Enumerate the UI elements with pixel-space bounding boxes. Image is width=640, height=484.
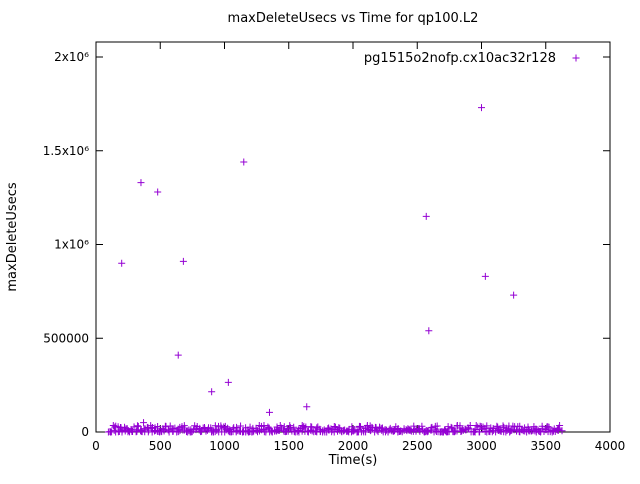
x-tick-label: 2500 [402,439,433,453]
data-point [154,188,162,196]
data-point [493,422,501,430]
data-point [233,423,241,431]
data-point [427,424,435,432]
data-point [478,104,485,112]
data-point [307,423,315,431]
y-tick-label: 2x10⁶ [54,50,89,64]
data-point [188,428,196,436]
data-point [165,426,173,434]
data-point [425,327,433,335]
data-point [418,422,426,430]
chart-title: maxDeleteUsecs vs Time for qp100.L2 [228,11,479,26]
data-point [428,423,436,431]
data-point [295,428,303,436]
data-point [410,422,418,430]
x-tick-label: 3000 [466,439,497,453]
data-point [160,427,168,435]
data-point [303,403,311,411]
data-point [447,423,455,431]
data-point [260,421,268,429]
data-point [556,422,564,430]
y-tick-label: 1x10⁶ [54,238,89,252]
x-axis-label: Time(s) [328,453,378,468]
data-point [313,424,321,432]
y-axis-label: maxDeleteUsecs [5,182,20,291]
data-point [134,422,142,430]
x-tick-label: 2000 [338,439,369,453]
x-tick-label: 3500 [530,439,561,453]
data-point [290,423,298,431]
data-point [481,272,489,280]
data-point [521,424,529,432]
data-point [545,423,553,431]
x-tick-label: 4000 [595,439,626,453]
data-point [483,422,491,430]
data-point [175,428,183,436]
data-point [444,423,452,431]
data-point [433,422,441,430]
x-tick-label: 500 [149,439,172,453]
legend-label: pg1515o2nofp.cx10ac32r128 [364,51,556,66]
data-point [422,212,430,220]
x-tick-label: 1500 [273,439,304,453]
data-point [237,422,245,430]
data-point [140,419,148,427]
data-point [137,179,145,187]
data-point [118,259,126,267]
data-point [179,257,187,265]
data-point [510,291,518,299]
data-point [208,388,216,396]
data-point [133,422,141,430]
data-point [558,427,566,435]
x-tick-label: 0 [92,439,100,453]
data-point [264,423,272,431]
data-point [472,421,480,429]
data-point [152,426,160,434]
y-tick-label: 500000 [43,331,89,345]
data-point [348,423,356,431]
data-point [350,427,358,435]
data-point [423,428,431,436]
data-point [356,423,364,431]
data-point [110,426,118,434]
data-point [496,427,504,435]
plot-border [95,41,611,433]
data-point [174,351,182,359]
legend-marker-icon [572,54,580,62]
data-point [466,422,474,429]
data-point [265,408,273,416]
data-point [224,378,232,386]
data-point [506,427,514,435]
y-tick-label: 1.5x10⁶ [43,144,89,158]
data-point [273,426,281,434]
data-point [240,158,248,166]
y-tick-label: 0 [81,425,89,439]
data-point [357,423,365,431]
x-tick-label: 1000 [209,439,240,453]
